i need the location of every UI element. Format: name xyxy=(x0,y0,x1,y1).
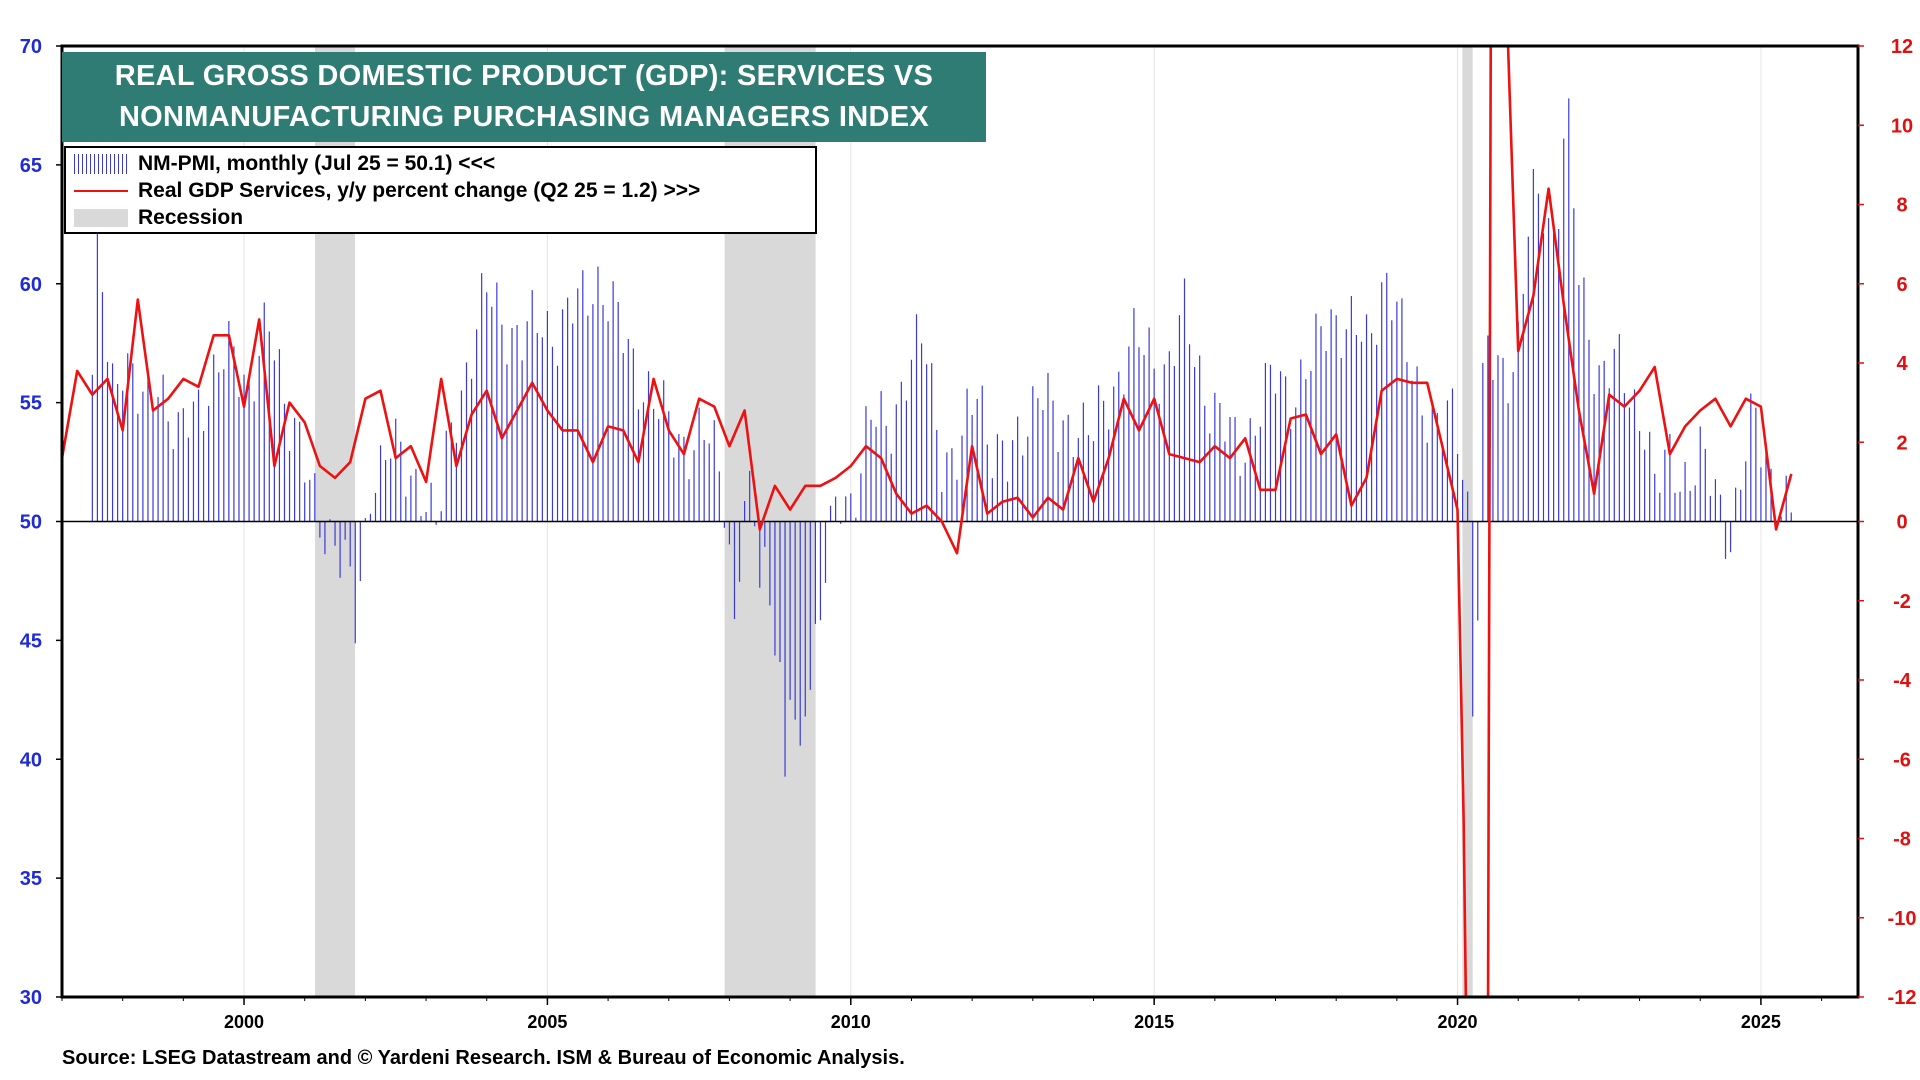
right-tick-label: 6 xyxy=(1896,274,1907,296)
chart-title-line-1: REAL GROSS DOMESTIC PRODUCT (GDP): SERVI… xyxy=(114,60,934,92)
right-tick-label: 10 xyxy=(1891,115,1913,137)
x-tick-label: 2010 xyxy=(831,1012,871,1032)
legend: NM-PMI, monthly (Jul 25 = 50.1) <<< Real… xyxy=(64,146,817,234)
legend-item-recession: Recession xyxy=(74,205,243,231)
legend-item-gdp: Real GDP Services, y/y percent change (Q… xyxy=(74,178,700,204)
left-axis: 30 35 40 45 50 55 60 65 70 xyxy=(20,36,62,1009)
right-tick-label: -10 xyxy=(1888,908,1917,930)
x-axis: 2000 2005 2010 2015 2020 2025 xyxy=(61,997,1823,1032)
left-tick-label: 60 xyxy=(20,274,42,296)
x-tick-label: 2025 xyxy=(1741,1012,1781,1032)
x-tick-label: 2000 xyxy=(224,1012,264,1032)
left-tick-label: 30 xyxy=(20,987,42,1009)
left-tick-label: 65 xyxy=(20,155,42,177)
gdp-services-line xyxy=(62,46,1793,997)
chart-title-line-2: NONMANUFACTURING PURCHASING MANAGERS IND… xyxy=(118,101,930,133)
recession-swatch-icon xyxy=(74,209,128,227)
right-tick-label: -2 xyxy=(1893,591,1911,613)
pmi-bars xyxy=(91,98,1792,777)
legend-label-pmi: NM-PMI, monthly (Jul 25 = 50.1) <<< xyxy=(138,152,496,175)
legend-item-pmi: NM-PMI, monthly (Jul 25 = 50.1) <<< xyxy=(74,151,495,177)
chart-title: REAL GROSS DOMESTIC PRODUCT (GDP): SERVI… xyxy=(62,52,986,142)
legend-label-gdp: Real GDP Services, y/y percent change (Q… xyxy=(138,179,701,202)
pmi-swatch-icon xyxy=(74,154,128,174)
right-tick-label: 8 xyxy=(1896,195,1907,217)
right-tick-label: 12 xyxy=(1891,36,1913,58)
right-tick-label: 2 xyxy=(1896,432,1907,454)
x-tick-label: 2005 xyxy=(527,1012,567,1032)
x-tick-label: 2020 xyxy=(1438,1012,1478,1032)
left-tick-label: 55 xyxy=(20,393,42,415)
left-tick-label: 35 xyxy=(20,868,42,890)
right-tick-label: -6 xyxy=(1893,749,1911,771)
gdp-line-group xyxy=(62,46,1793,997)
left-tick-label: 70 xyxy=(20,36,42,58)
right-tick-label: 0 xyxy=(1896,512,1907,534)
right-axis: -12 -10 -8 -6 -4 -2 0 2 4 6 8 10 12 xyxy=(1858,36,1916,1009)
source-note: Source: LSEG Datastream and © Yardeni Re… xyxy=(62,1047,905,1069)
right-tick-label: -8 xyxy=(1893,829,1911,851)
gdp-line-swatch-icon xyxy=(74,181,128,201)
right-tick-label: -12 xyxy=(1888,987,1917,1009)
legend-label-recession: Recession xyxy=(138,206,244,229)
left-tick-label: 45 xyxy=(20,630,42,652)
right-tick-label: -4 xyxy=(1893,670,1912,692)
left-tick-label: 40 xyxy=(20,749,42,771)
right-tick-label: 4 xyxy=(1896,353,1908,375)
x-tick-label: 2015 xyxy=(1134,1012,1174,1032)
left-tick-label: 50 xyxy=(20,512,42,534)
